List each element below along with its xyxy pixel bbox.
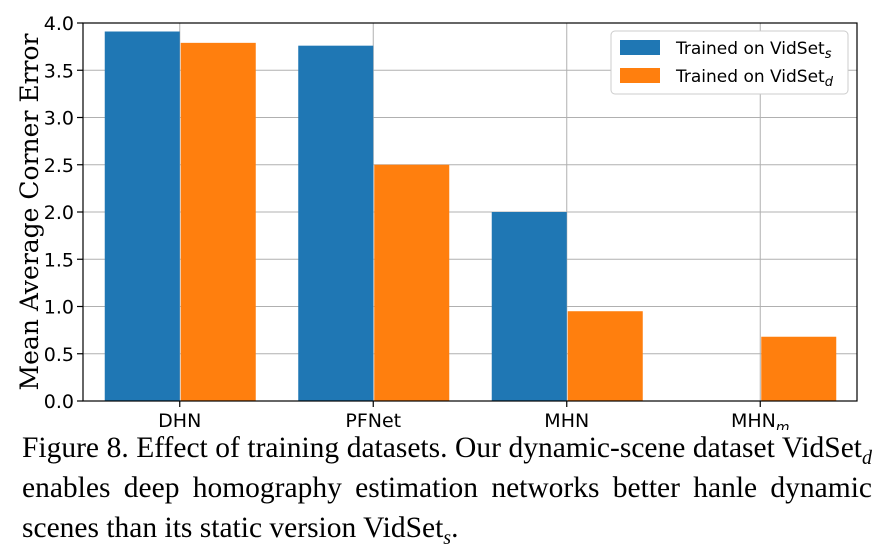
bar-chart: 0.0 0.5 1.0 1.5 2.0 2.5 3.0 3.5 4.0 DHN PFNet MHN MH… (15, 13, 858, 430)
x-tick-label: MHNm (731, 410, 790, 430)
y-tick-label: 4.0 (44, 13, 74, 35)
y-tick-label: 1.5 (44, 249, 74, 271)
bar-d-2 (567, 311, 643, 401)
y-axis-label: Mean Average Corner Error (15, 33, 44, 390)
figure-caption: Figure 8. Effect of training datasets. O… (22, 428, 872, 548)
caption-suffix: . (451, 512, 459, 544)
x-tick-label: MHN (544, 410, 589, 430)
y-tick-label: 3.0 (44, 108, 74, 130)
x-tick-label: DHN (158, 410, 201, 430)
legend-swatch-1 (620, 68, 660, 83)
caption-subscript-s: s (443, 526, 452, 549)
bar-s-2 (491, 212, 567, 401)
caption-subscript-d: d (862, 446, 872, 469)
y-tick-label: 0.0 (44, 391, 74, 413)
legend-box (610, 30, 849, 95)
bar-s-1 (298, 45, 374, 402)
y-tick-label: 3.5 (44, 60, 74, 82)
x-tick-label: PFNet (345, 410, 401, 430)
bar-d-0 (180, 42, 256, 401)
y-tick-label: 2.5 (44, 155, 74, 177)
y-tick-label: 0.5 (44, 344, 74, 366)
caption-middle: enables deep homography estimation netwo… (22, 472, 872, 544)
bar-s-0 (104, 31, 180, 401)
legend-label-1: Trained on VidSetd (675, 67, 834, 90)
legend: Trained on VidSets Trained on VidSetd (610, 30, 849, 95)
legend-swatch-0 (620, 40, 660, 55)
legend-label-0: Trained on VidSets (675, 39, 832, 62)
y-tick-label: 2.0 (44, 202, 74, 224)
y-tick-label: 1.0 (44, 297, 74, 319)
bar-d-1 (374, 164, 450, 401)
caption-prefix: Figure 8. Effect of training datasets. O… (22, 432, 862, 464)
bar-d-3 (761, 336, 837, 401)
